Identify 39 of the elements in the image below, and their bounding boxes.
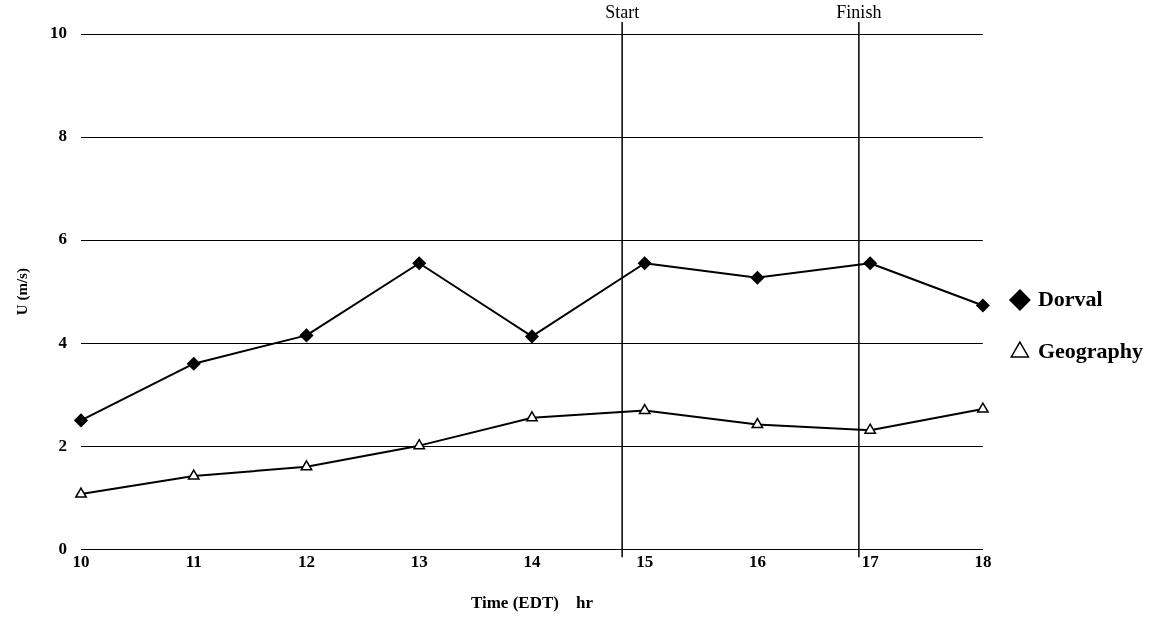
x-tick-label: 16 <box>748 551 766 571</box>
x-tick-label: 18 <box>974 551 992 571</box>
y-tick-label: 2 <box>58 435 67 455</box>
x-tick-label: 13 <box>410 551 428 571</box>
point <box>75 487 87 498</box>
y-axis-title: U (m/s) <box>13 268 31 316</box>
point <box>751 417 764 429</box>
point <box>976 402 989 413</box>
point <box>187 469 200 480</box>
x-tick-label: 10 <box>72 551 90 571</box>
point <box>638 403 651 415</box>
x-tick-label: 14 <box>523 551 541 571</box>
point <box>525 329 539 344</box>
x-tick-label: 15 <box>636 551 654 571</box>
point <box>976 298 990 313</box>
y-tick-label: 6 <box>58 229 67 249</box>
point <box>637 256 652 271</box>
point <box>863 256 877 271</box>
point <box>750 270 765 285</box>
y-tick-label: 8 <box>58 126 67 146</box>
ref-line-label: Start <box>605 1 640 22</box>
x-tick-label: 11 <box>185 551 202 571</box>
x-axis-title: Time (EDT) hr <box>470 593 594 613</box>
point <box>186 356 201 371</box>
x-tick-label: 17 <box>861 551 880 571</box>
point <box>413 438 426 450</box>
legend-label: Dorval <box>1037 285 1103 311</box>
y-tick-label: 10 <box>50 23 67 43</box>
y-tick-label: 4 <box>58 332 68 352</box>
x-tick-label: 12 <box>297 551 315 571</box>
ref-line-label: Finish <box>836 1 882 22</box>
point <box>74 413 88 428</box>
y-tick-label: 0 <box>58 538 67 558</box>
point <box>300 460 313 471</box>
point <box>299 328 314 343</box>
point <box>864 423 877 434</box>
legend-label: Geography <box>1037 337 1144 363</box>
point <box>526 411 538 422</box>
point <box>412 256 426 271</box>
